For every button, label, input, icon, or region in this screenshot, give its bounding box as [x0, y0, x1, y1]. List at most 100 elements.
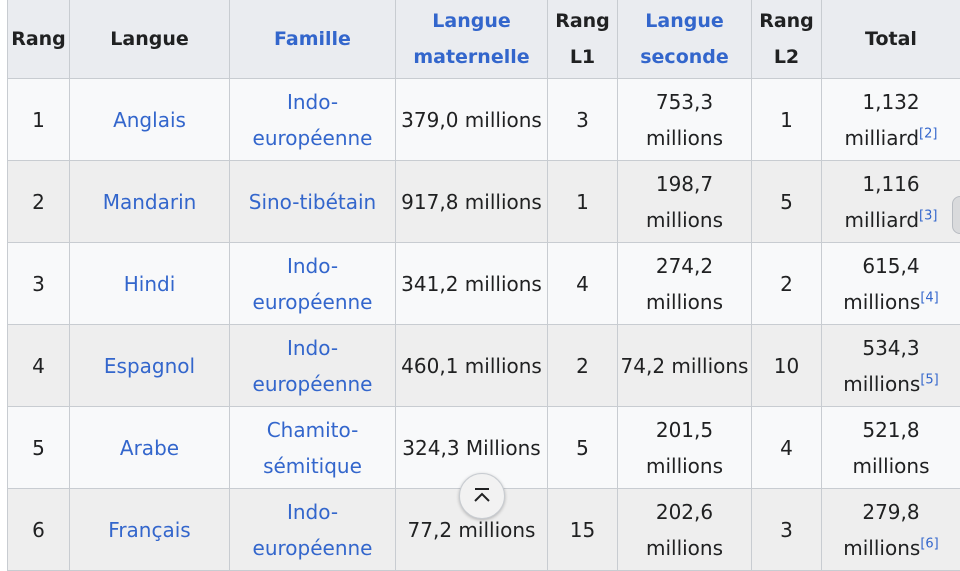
cell-line[interactable]: Indo-	[287, 90, 338, 114]
total-unit: millions	[852, 454, 929, 478]
rank-cell: 6	[8, 489, 70, 571]
language-link[interactable]: Mandarin	[103, 190, 197, 214]
total-unit: milliard	[845, 208, 920, 232]
total-value: 1,132	[862, 90, 919, 114]
family-cell: Indo-européenne	[230, 79, 396, 161]
second-language-cell: 201,5 millions	[618, 407, 752, 489]
second-language-cell: 274,2 millions	[618, 243, 752, 325]
rank-l1-cell: 4	[548, 243, 618, 325]
second-language-cell: 202,6 millions	[618, 489, 752, 571]
cell-line: 202,6	[656, 500, 713, 524]
side-panel-handle[interactable]	[952, 196, 960, 234]
total-value: 615,4	[862, 254, 919, 278]
scroll-to-top-button[interactable]	[459, 473, 505, 519]
reference-link[interactable]: [2]	[919, 126, 937, 141]
native-speakers-cell: 917,8 millions	[396, 161, 548, 243]
second-language-cell: 74,2 millions	[618, 325, 752, 407]
header-total: Total	[822, 0, 960, 79]
rank-cell: 5	[8, 407, 70, 489]
cell-line: millions	[646, 454, 723, 478]
cell-line[interactable]: Sino-tibétain	[249, 190, 376, 214]
cell-line[interactable]: Chamito-	[267, 418, 359, 442]
rank-cell: 3	[8, 243, 70, 325]
rank-l2-cell: 10	[752, 325, 822, 407]
total-cell: 534,3 millions[5]	[822, 325, 960, 407]
language-cell: Anglais	[70, 79, 230, 161]
total-cell: 279,8 millions[6]	[822, 489, 960, 571]
total-unit: millions	[843, 372, 920, 396]
rank-l2-cell: 2	[752, 243, 822, 325]
cell-line: 74,2 millions	[621, 354, 749, 378]
language-cell: Français	[70, 489, 230, 571]
rank-cell: 4	[8, 325, 70, 407]
rank-cell: 1	[8, 79, 70, 161]
cell-line: millions	[646, 126, 723, 150]
rank-l2-cell: 5	[752, 161, 822, 243]
rank-l1-cell: 15	[548, 489, 618, 571]
family-cell: Indo-européenne	[230, 325, 396, 407]
total-unit: millions	[843, 536, 920, 560]
cell-line[interactable]: Indo-	[287, 254, 338, 278]
total-cell: 615,4 millions[4]	[822, 243, 960, 325]
total-cell: 521,8 millions	[822, 407, 960, 489]
cell-line[interactable]: européenne	[253, 126, 373, 150]
language-link[interactable]: Arabe	[120, 436, 179, 460]
total-unit: milliard	[845, 126, 920, 150]
rank-l2-cell: 1	[752, 79, 822, 161]
cell-line[interactable]: Indo-	[287, 336, 338, 360]
native-speakers-cell: 460,1 millions	[396, 325, 548, 407]
rank-l1-cell: 2	[548, 325, 618, 407]
cell-line: 201,5	[656, 418, 713, 442]
language-link[interactable]: Français	[108, 518, 190, 542]
header-famille[interactable]: Famille	[230, 0, 396, 79]
total-cell: 1,116 milliard[3]	[822, 161, 960, 243]
cell-line[interactable]: européenne	[253, 290, 373, 314]
rank-l2-cell: 3	[752, 489, 822, 571]
language-link[interactable]: Espagnol	[104, 354, 195, 378]
language-cell: Espagnol	[70, 325, 230, 407]
rank-l1-cell: 5	[548, 407, 618, 489]
reference-link[interactable]: [4]	[920, 290, 938, 305]
cell-line[interactable]: Indo-	[287, 500, 338, 524]
cell-line: millions	[646, 208, 723, 232]
language-cell: Arabe	[70, 407, 230, 489]
rank-cell: 2	[8, 161, 70, 243]
family-cell: Chamito-sémitique	[230, 407, 396, 489]
cell-line[interactable]: européenne	[253, 372, 373, 396]
cell-line: 274,2	[656, 254, 713, 278]
family-cell: Indo-européenne	[230, 243, 396, 325]
header-langue: Langue	[70, 0, 230, 79]
native-speakers-cell: 379,0 millions	[396, 79, 548, 161]
chevron-up-to-top-icon	[471, 485, 493, 507]
total-value: 279,8	[862, 500, 919, 524]
cell-line[interactable]: sémitique	[263, 454, 362, 478]
header-rang: Rang	[8, 0, 70, 79]
native-speakers-cell: 341,2 millions	[396, 243, 548, 325]
language-link[interactable]: Anglais	[113, 108, 186, 132]
rank-l1-cell: 3	[548, 79, 618, 161]
cell-line: millions	[646, 536, 723, 560]
total-value: 1,116	[862, 172, 919, 196]
reference-link[interactable]: [6]	[920, 536, 938, 551]
total-unit: millions	[843, 290, 920, 314]
reference-link[interactable]: [3]	[919, 208, 937, 223]
cell-line: millions	[646, 290, 723, 314]
cell-line[interactable]: européenne	[253, 536, 373, 560]
language-cell: Mandarin	[70, 161, 230, 243]
reference-link[interactable]: [5]	[920, 372, 938, 387]
language-cell: Hindi	[70, 243, 230, 325]
language-link[interactable]: Hindi	[124, 272, 176, 296]
total-value: 521,8	[862, 418, 919, 442]
total-value: 534,3	[862, 336, 919, 360]
family-cell: Sino-tibétain	[230, 161, 396, 243]
